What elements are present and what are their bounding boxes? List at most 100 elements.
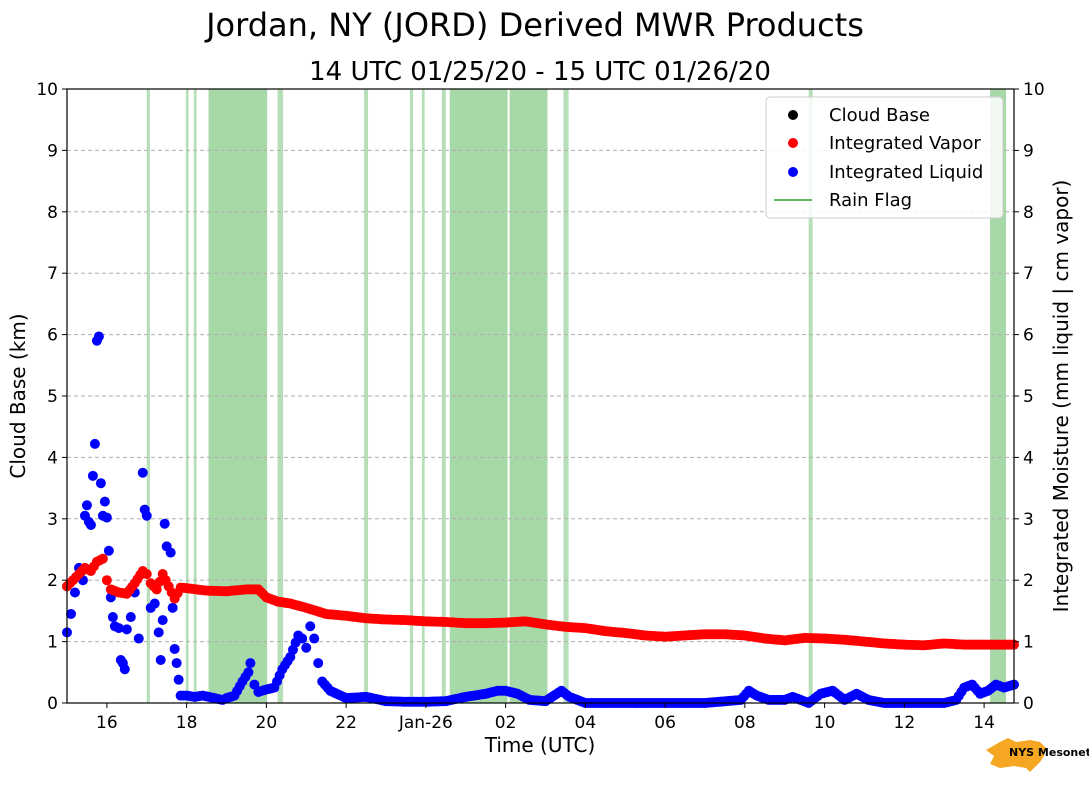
x-tick-label: 08 — [734, 713, 756, 733]
integrated-liquid-point — [301, 642, 312, 653]
x-tick-label: 18 — [176, 713, 198, 733]
integrated-liquid-point — [157, 615, 168, 626]
legend-marker-integrated-vapor — [788, 138, 798, 148]
chart-title: Jordan, NY (JORD) Derived MWR Products — [204, 6, 864, 44]
x-tick-label: 02 — [495, 713, 517, 733]
x-axis: 16 18 20 22 Jan-26 02 04 06 08 10 12 14 — [96, 703, 995, 733]
integrated-liquid-point — [159, 518, 170, 529]
legend-label-integrated-vapor: Integrated Vapor — [829, 133, 981, 154]
integrated-liquid-point — [85, 519, 96, 530]
integrated-liquid-point — [89, 438, 100, 449]
x-tick-label: 20 — [256, 713, 278, 733]
y-tick-label-left: 0 — [47, 694, 58, 714]
x-tick-label: 14 — [973, 713, 995, 733]
integrated-liquid-point — [113, 623, 124, 634]
y-tick-label-left: 5 — [47, 387, 58, 407]
rain-flag-band — [364, 89, 369, 703]
y-tick-label-right: 6 — [1023, 326, 1034, 346]
integrated-liquid-point — [87, 470, 98, 481]
legend: Cloud Base Integrated Vapor Integrated L… — [765, 96, 1004, 219]
y-tick-label-left: 10 — [36, 80, 58, 100]
y-tick-label-left: 8 — [47, 203, 58, 223]
integrated-liquid-point — [155, 655, 166, 666]
integrated-liquid-point — [249, 679, 260, 690]
integrated-vapor-point — [101, 575, 112, 586]
legend-marker-cloud-base — [788, 110, 798, 120]
integrated-liquid-point — [81, 500, 92, 511]
new-york-state-shape — [986, 738, 1046, 772]
y-tick-label-left: 9 — [47, 141, 58, 161]
x-tick-label: 04 — [575, 713, 597, 733]
integrated-liquid-point — [93, 331, 104, 342]
legend-label-rain-flag: Rain Flag — [829, 190, 912, 211]
integrated-liquid-point — [245, 658, 256, 669]
integrated-liquid-point — [305, 621, 316, 632]
y-axis-label-left: Cloud Base (km) — [6, 313, 30, 478]
right-y-axis: 0 1 2 3 4 5 6 7 8 9 10 — [1014, 80, 1045, 714]
integrated-liquid-point — [125, 612, 136, 623]
grid-layer — [67, 149, 1014, 643]
left-y-axis: 0 1 2 3 4 5 6 7 8 9 10 — [36, 80, 67, 714]
x-axis-label: Time (UTC) — [484, 733, 596, 757]
integrated-liquid-point — [137, 467, 148, 478]
y-tick-label-right: 10 — [1023, 80, 1045, 100]
y-tick-label-left: 2 — [47, 571, 58, 591]
y-tick-label-right: 1 — [1023, 633, 1034, 653]
rain-flag-band — [449, 89, 508, 703]
x-tick-label: 12 — [894, 713, 916, 733]
integrated-liquid-point — [101, 512, 112, 523]
integrated-liquid-point — [149, 598, 160, 609]
legend-label-integrated-liquid: Integrated Liquid — [829, 162, 983, 183]
integrated-vapor-point — [151, 584, 162, 595]
y-tick-label-right: 4 — [1023, 448, 1034, 468]
logo-text: NYS Mesonet — [1009, 746, 1089, 759]
x-tick-label: 06 — [654, 713, 676, 733]
x-tick-label: 10 — [814, 713, 836, 733]
integrated-liquid-point — [121, 624, 132, 635]
y-tick-label-right: 3 — [1023, 510, 1034, 530]
integrated-liquid-point — [99, 496, 110, 507]
integrated-liquid-point — [107, 612, 118, 623]
rain-flag-band — [146, 89, 150, 703]
y-tick-label-left: 4 — [47, 448, 58, 468]
integrated-liquid-point — [243, 667, 254, 678]
integrated-liquid-point — [169, 643, 180, 654]
integrated-liquid-point — [141, 510, 152, 521]
integrated-liquid-point — [165, 547, 176, 558]
legend-box — [765, 96, 1004, 219]
legend-label-cloud-base: Cloud Base — [829, 105, 930, 126]
integrated-liquid-point — [297, 633, 308, 644]
rain-flag-band — [421, 89, 425, 703]
integrated-liquid-point — [65, 608, 76, 619]
integrated-liquid-point — [171, 658, 182, 669]
x-tick-label: 16 — [96, 713, 118, 733]
integrated-liquid-point — [133, 633, 144, 644]
nys-mesonet-logo: NYS Mesonet — [986, 738, 1089, 772]
chart-subtitle: 14 UTC 01/25/20 - 15 UTC 01/26/20 — [309, 57, 771, 87]
integrated-vapor-series — [62, 553, 1019, 651]
x-tick-label: 22 — [335, 713, 357, 733]
y-tick-label-right: 5 — [1023, 387, 1034, 407]
y-tick-label-right: 7 — [1023, 264, 1034, 284]
y-tick-label-left: 6 — [47, 326, 58, 346]
y-tick-label-right: 2 — [1023, 571, 1034, 591]
integrated-liquid-point — [153, 627, 164, 638]
integrated-liquid-point — [95, 478, 106, 489]
integrated-liquid-point — [309, 633, 320, 644]
y-tick-label-right: 9 — [1023, 141, 1034, 161]
x-tick-label: Jan-26 — [398, 713, 453, 733]
y-tick-label-left: 3 — [47, 510, 58, 530]
y-axis-label-right: Integrated Moisture (mm liquid | cm vapo… — [1049, 180, 1073, 613]
y-tick-label-left: 7 — [47, 264, 58, 284]
integrated-liquid-point — [167, 602, 178, 613]
y-tick-label-left: 1 — [47, 633, 58, 653]
y-tick-label-right: 0 — [1023, 694, 1034, 714]
rain-flag-band — [441, 89, 446, 703]
integrated-liquid-point — [119, 664, 130, 675]
integrated-liquid-point — [313, 658, 324, 669]
integrated-vapor-point — [141, 569, 152, 580]
legend-marker-integrated-liquid — [788, 167, 798, 177]
integrated-liquid-point — [103, 545, 114, 556]
integrated-liquid-point — [173, 674, 184, 685]
